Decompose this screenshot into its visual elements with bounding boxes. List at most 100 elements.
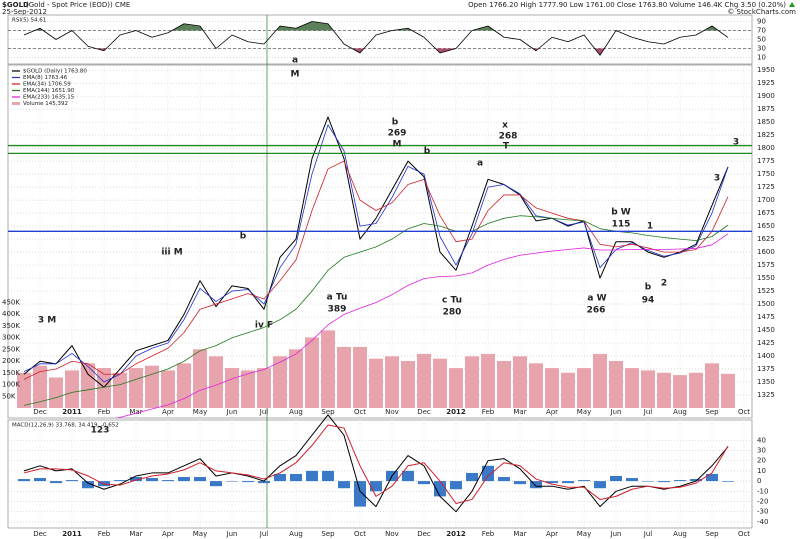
annotation: 389 (328, 305, 347, 315)
annotation: a (292, 56, 298, 66)
x-tick-label: Feb (482, 408, 495, 416)
histogram-bar (482, 465, 494, 482)
histogram-bar (690, 479, 702, 482)
volume-bar (49, 377, 63, 408)
price-panel (7, 64, 753, 419)
y-tick-label: 1750 (757, 170, 775, 178)
y-tick-label: 1900 (757, 92, 775, 100)
volume-bar (545, 368, 559, 408)
x-tick-label: 2011 (62, 408, 82, 416)
y-tick-label: 1600 (757, 248, 775, 256)
volume-bar (449, 368, 463, 408)
layer (24, 48, 728, 56)
level-fill (24, 48, 728, 56)
volume-bar (481, 353, 495, 408)
x-tick-label: Jun (226, 530, 238, 538)
histogram-bar (258, 481, 270, 484)
annotation: b W (611, 208, 631, 218)
x-tick-label: Apr (546, 530, 558, 538)
y-tick-label: 1650 (757, 222, 775, 230)
volume-bar (465, 356, 479, 408)
x-tick-label: Oct (354, 408, 366, 416)
x-tick-label: Jun (610, 408, 622, 416)
x-tick-label: Feb (482, 530, 495, 538)
credit: © StockCharts.com (727, 8, 796, 16)
annotation: 2 (661, 279, 667, 289)
x-tick-label: Aug (673, 408, 687, 416)
annotation: b (240, 232, 247, 242)
x-tick-label: Oct (738, 408, 750, 416)
histogram-bar (578, 480, 590, 482)
annotation: b (424, 147, 431, 157)
volume-bar (177, 363, 191, 408)
y-tick-label: 1425 (757, 339, 775, 347)
quote: Open 1766.20 High 1777.90 Low 1761.00 Cl… (468, 1, 786, 9)
histogram-bar (418, 481, 430, 485)
ema-line (23, 414, 729, 513)
annotation: a W (587, 294, 606, 304)
y-tick-label: 50K (2, 392, 16, 400)
annotation: iv F (255, 321, 273, 331)
x-tick-label: Sep (705, 530, 719, 538)
x-tick-label: Mar (129, 408, 142, 416)
volume-bar (673, 375, 687, 408)
volume-bar (433, 358, 447, 408)
y-tick-label: 1475 (757, 313, 775, 321)
y-tick-label: 1325 (757, 391, 775, 399)
volume-bar (497, 361, 511, 408)
histogram-bar (210, 481, 222, 487)
x-tick-label: Jun (610, 530, 622, 538)
histogram-bar (402, 470, 414, 482)
x-tick-label: Aug (289, 530, 303, 538)
histogram-bar (178, 477, 190, 482)
histogram-bar (226, 481, 238, 482)
y-tick-label: 0 (757, 477, 761, 485)
panel-title: RSI(5) 54.61 (12, 18, 46, 24)
volume-bar (721, 373, 735, 408)
x-tick-label: Dec (33, 408, 47, 416)
series-line (23, 116, 729, 388)
annotation: 1 (647, 222, 653, 232)
y-tick-label: 1500 (757, 300, 775, 308)
y-tick-label: -40 (757, 518, 768, 526)
x-tick-label: May (193, 530, 207, 538)
x-tick-label: Sep (321, 408, 335, 416)
histogram-bar (546, 481, 558, 484)
volume-bar (161, 370, 175, 408)
y-tick-label: 250K (2, 345, 20, 353)
histogram-bar (722, 481, 734, 482)
histogram-bar (610, 475, 622, 482)
annotation: 269 (388, 129, 407, 139)
histogram-bar (242, 481, 254, 483)
volume-bar (289, 349, 303, 408)
volume-bar (305, 337, 319, 408)
ema-line (23, 124, 729, 383)
histogram-bar (594, 481, 606, 489)
y-tick-label: 30 (757, 446, 766, 454)
annotation: 3 (714, 174, 720, 184)
x-tick-label: Feb (98, 408, 111, 416)
annotation: 94 (642, 296, 655, 306)
annotation: 266 (587, 306, 606, 316)
macd-panel (7, 419, 753, 529)
legend-label: EMA(8) 1763.46 (23, 75, 68, 81)
y-tick-label: 1850 (757, 118, 775, 126)
y-tick-label: 1800 (757, 144, 775, 152)
x-tick-label: Apr (546, 408, 558, 416)
volume-bar (657, 372, 671, 408)
annotation: 123 (91, 426, 110, 436)
ema-line (23, 160, 729, 380)
x-tick-label: Aug (289, 408, 303, 416)
y-tick-label: 1825 (757, 131, 775, 139)
volume-bar (609, 361, 623, 408)
rsi-line (23, 21, 729, 56)
y-tick-label: 450K (2, 298, 20, 306)
y-tick-label: 400K (2, 310, 20, 318)
volume-bar (97, 368, 111, 408)
x-tick-label: Sep (321, 530, 335, 538)
y-tick-label: 1950 (757, 66, 775, 74)
y-tick-label: 350K (2, 322, 20, 330)
histogram-bar (466, 472, 478, 482)
histogram-bar (514, 481, 526, 485)
x-tick-label: Jul (259, 530, 269, 538)
